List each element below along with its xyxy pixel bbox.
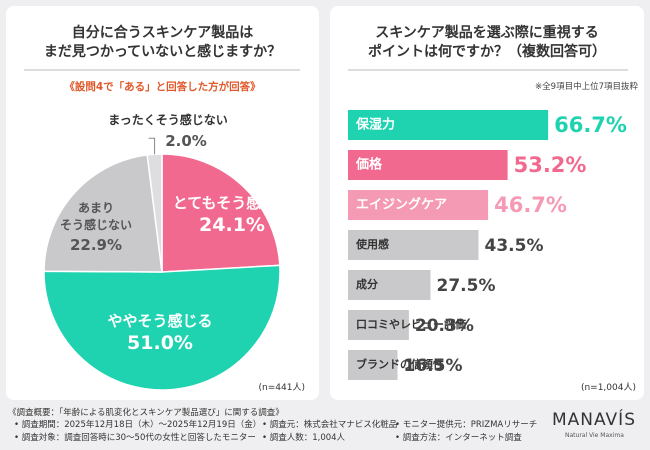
slice-value: 24.1% — [199, 214, 265, 236]
slice-value: 2.0% — [165, 132, 207, 150]
bar — [348, 150, 508, 180]
bar — [348, 230, 479, 260]
slice-label: あまり そう感じない — [59, 201, 132, 232]
slice-label: まったくそう感じない — [108, 113, 228, 127]
footer-heading: 《調査概要：「年齢による肌変化とスキンケア製品選び」に関する調査》 — [8, 408, 284, 418]
slice-value: 22.9% — [69, 236, 123, 254]
bar-value: 27.5% — [437, 276, 496, 296]
pie-slice — [161, 153, 281, 273]
slice-value: 51.0% — [127, 332, 193, 354]
bar-note: (n=1,004人) — [580, 383, 636, 393]
logo-tagline: Natural Vie Maxima — [565, 432, 624, 439]
footer-item: • 調査対象：調査回答時に30～50代の女性と回答したモニター — [14, 433, 256, 443]
bar-value: 16.5% — [404, 356, 463, 376]
leader-line — [148, 137, 156, 155]
bar-value: 66.7% — [554, 113, 627, 137]
footer-item: • 調査期間：2025年12月18日（木）～2025年12月19日（金） — [14, 420, 262, 430]
footer-item: • 調査元：株式会社マナビス化粧品 — [262, 420, 398, 430]
footer-item: • 調査人数：1,004人 — [262, 433, 346, 443]
slice-label: ややそう感じる — [107, 312, 213, 330]
pie-slice — [43, 154, 163, 273]
bar — [348, 110, 549, 140]
pie-subtitle: 《設問4で「ある」と回答した方が回答》 — [64, 81, 261, 93]
bar-value: 43.5% — [485, 236, 544, 256]
bar — [348, 270, 431, 300]
bar — [348, 350, 398, 380]
bar-label: 口コミやレビュー評価 — [356, 317, 466, 331]
bar-label: 成分 — [356, 277, 378, 291]
footer-item: • モニター提供元：PRIZMAリサーチ — [395, 420, 538, 430]
footer-item: • 調査方法：インターネット調査 — [395, 433, 522, 443]
pie-title: 自分に合うスキンケア製品は まだ見つかっていないと感じますか？ — [43, 25, 282, 60]
slice-label: とてもそう感じる — [172, 194, 292, 212]
bar-label: 保湿力 — [355, 117, 395, 133]
bar — [348, 190, 489, 220]
bar-subtitle: ※全9項目中上位7項目抜粋 — [535, 82, 638, 92]
bar-title: スキンケア製品を選ぶ際に重視する ポイントは何ですか？（複数回答可） — [368, 25, 606, 60]
bar — [348, 310, 409, 340]
logo: MANAVÍS — [552, 410, 636, 430]
bar-value: 20.3% — [415, 316, 474, 336]
bar-label: 価格 — [355, 157, 383, 173]
pie-slice — [43, 264, 281, 391]
bar-label: 使用感 — [355, 237, 389, 251]
pie-note: (n=441人) — [258, 383, 305, 393]
bar-label: エイジングケア — [356, 197, 447, 213]
bar-label: ブランドの信頼性 — [356, 357, 444, 371]
bar-value: 46.7% — [494, 193, 567, 217]
bar-value: 53.2% — [514, 153, 587, 177]
